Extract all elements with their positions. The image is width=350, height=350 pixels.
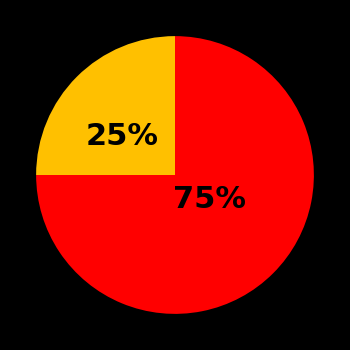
Text: 75%: 75%: [173, 186, 246, 215]
Text: 25%: 25%: [86, 121, 159, 150]
Wedge shape: [36, 36, 314, 314]
Wedge shape: [36, 36, 175, 175]
